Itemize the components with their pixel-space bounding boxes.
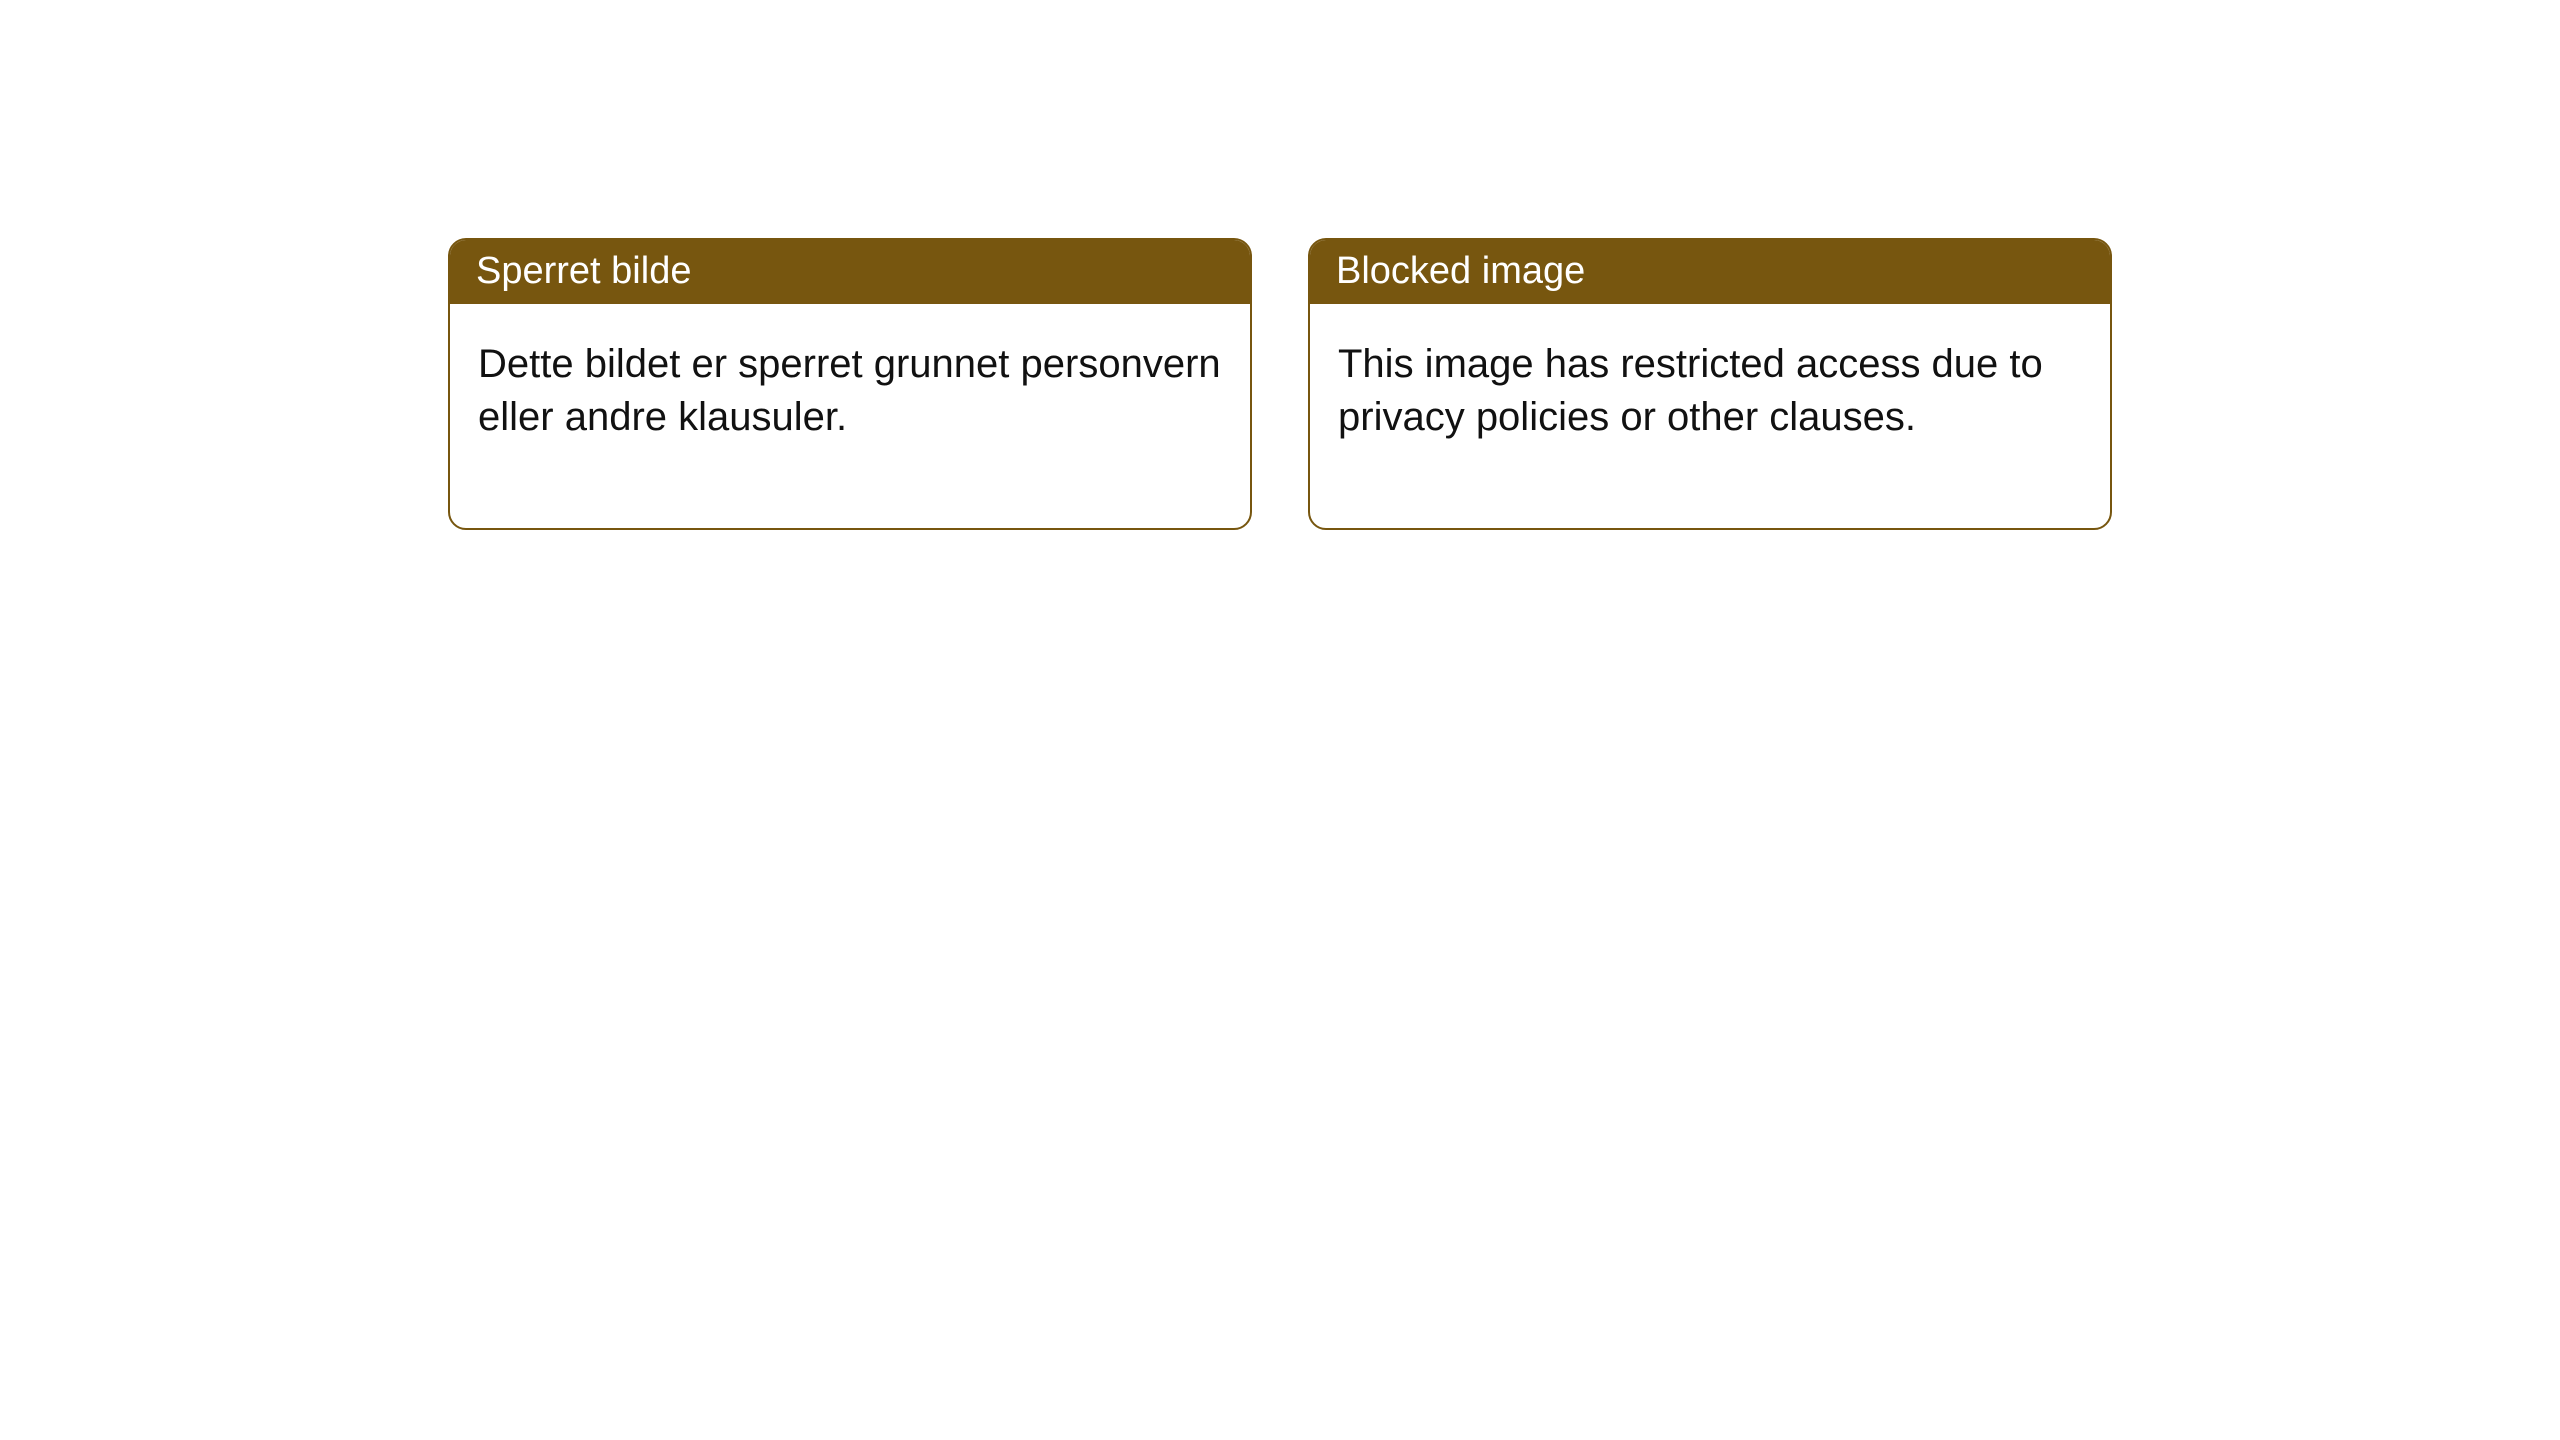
notice-card-body-en: This image has restricted access due to … bbox=[1310, 304, 2110, 528]
notice-card-row: Sperret bilde Dette bildet er sperret gr… bbox=[0, 0, 2560, 530]
notice-card-body-no: Dette bildet er sperret grunnet personve… bbox=[450, 304, 1250, 528]
notice-card-no: Sperret bilde Dette bildet er sperret gr… bbox=[448, 238, 1252, 530]
notice-card-title-en: Blocked image bbox=[1310, 240, 2110, 304]
notice-card-title-no: Sperret bilde bbox=[450, 240, 1250, 304]
notice-card-en: Blocked image This image has restricted … bbox=[1308, 238, 2112, 530]
